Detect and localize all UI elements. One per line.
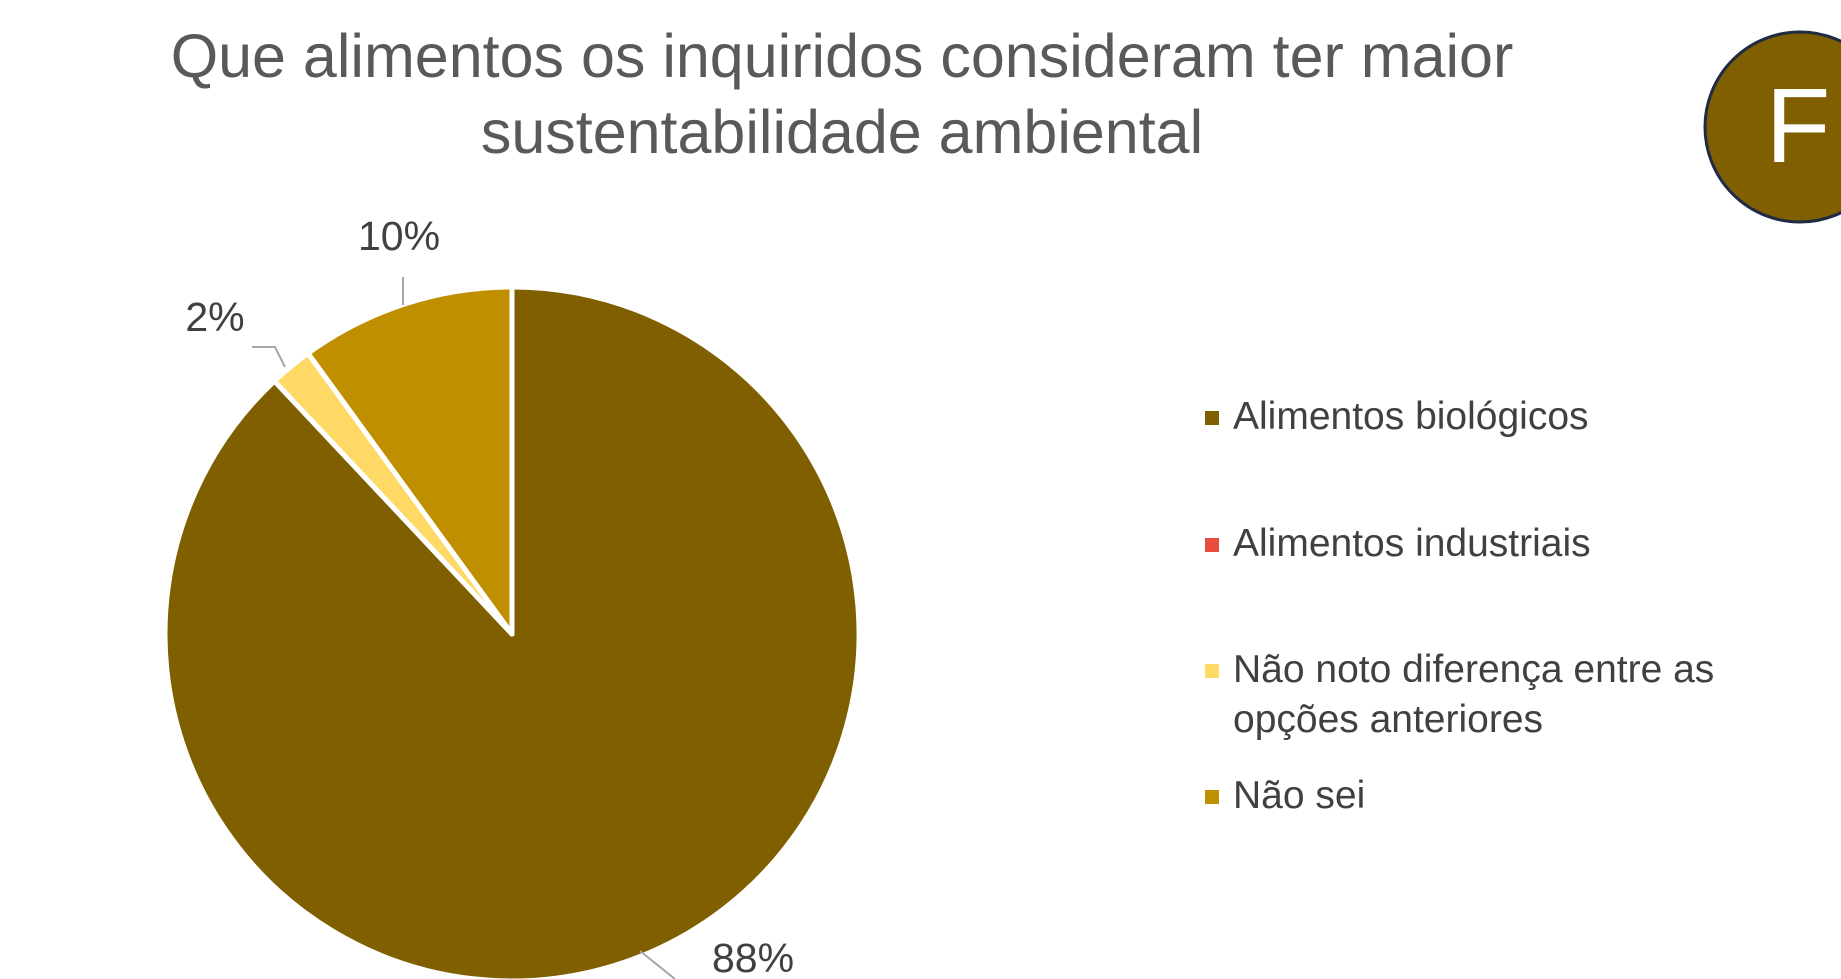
legend-swatch: [1205, 411, 1219, 425]
legend-label: Não sei: [1233, 774, 1366, 817]
chart-title: Que alimentos os inquiridos consideram t…: [170, 22, 1514, 166]
legend-item: Alimentos biológicos: [1205, 392, 1805, 442]
legend-label: Alimentos industriais: [1233, 522, 1591, 565]
data-label: 88%: [712, 935, 794, 979]
legend-item: Alimentos industriais: [1205, 519, 1805, 569]
legend-label: Alimentos biológicos: [1233, 395, 1589, 438]
legend-item: Não sei: [1205, 771, 1805, 821]
legend-swatch: [1205, 664, 1219, 678]
badge-text: F: [1766, 67, 1831, 185]
data-label: 2%: [185, 294, 244, 340]
leader-line: [639, 950, 676, 979]
pie-slice: [305, 284, 515, 637]
badge: [1703, 30, 1841, 224]
legend-swatch: [1205, 790, 1219, 804]
data-label: 10%: [358, 213, 440, 259]
leader-line: [252, 346, 286, 368]
legend-item: Não noto diferença entre as opções anter…: [1205, 645, 1805, 745]
legend-swatch: [1205, 538, 1219, 552]
legend-label: Não noto diferença entre as opções anter…: [1233, 648, 1715, 741]
